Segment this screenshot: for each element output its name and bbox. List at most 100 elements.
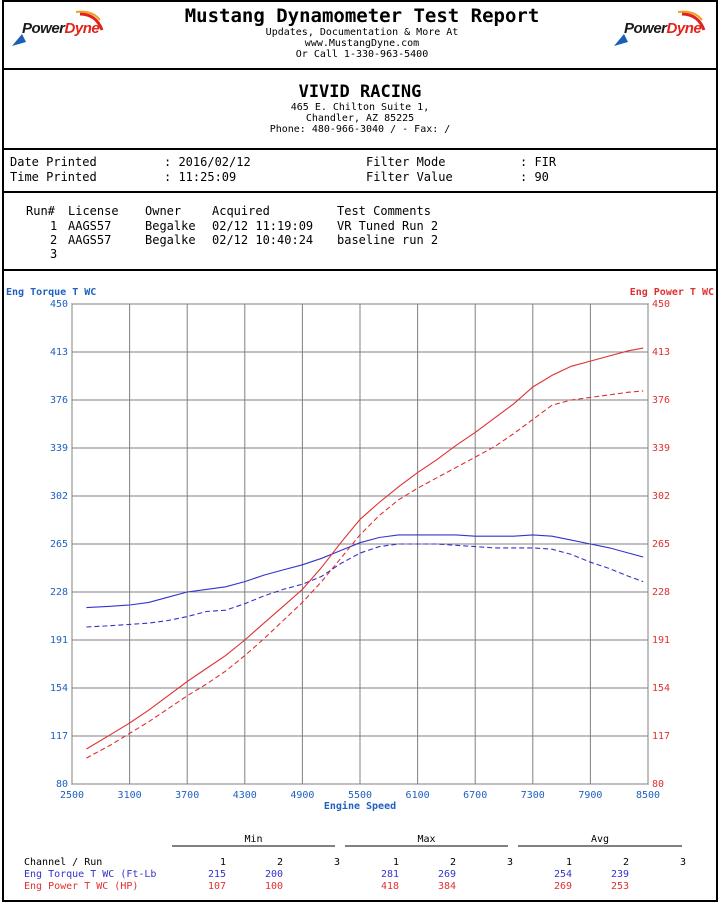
power-run-1-line bbox=[86, 347, 644, 750]
filter-value-value: : 90 bbox=[520, 170, 549, 184]
runs-header-run: Run# bbox=[26, 204, 55, 218]
time-printed-value: : 11:25:09 bbox=[164, 170, 237, 184]
runs-header-acquired: Acquired bbox=[212, 204, 270, 218]
x-tick-label: 6100 bbox=[406, 790, 430, 801]
time-printed-label: Time Printed bbox=[10, 170, 97, 184]
stats-channel-label: Eng Torque T WC (Ft-Lb bbox=[24, 869, 157, 880]
run-acquired: 02/12 11:19:09 bbox=[212, 219, 314, 233]
stats-value: 269 bbox=[437, 869, 456, 880]
torque-run-2-line bbox=[86, 543, 644, 628]
logo-swoosh-icon bbox=[614, 10, 706, 46]
y-left-tick-label: 376 bbox=[50, 395, 68, 406]
power-run-2-line bbox=[86, 390, 644, 759]
y-right-tick-label: 302 bbox=[652, 491, 670, 502]
y-right-tick-label: 154 bbox=[652, 683, 670, 694]
shop-address-1: 465 E. Chilton Suite 1, bbox=[290, 102, 430, 113]
filter-mode-label: Filter Mode bbox=[366, 155, 446, 169]
y-right-tick-label: 413 bbox=[652, 347, 670, 358]
header-line-1: Updates, Documentation & More At bbox=[265, 27, 459, 38]
stats-run-col-header: 1 bbox=[565, 857, 572, 868]
y-right-tick-label: 265 bbox=[652, 539, 670, 550]
run-acquired: 02/12 10:40:24 bbox=[212, 233, 314, 247]
y-axis-right-label: Eng Power T WC bbox=[630, 287, 714, 298]
y-left-tick-label: 413 bbox=[50, 347, 68, 358]
stats-run-col-header: 1 bbox=[392, 857, 399, 868]
runs-header-comments: Test Comments bbox=[337, 204, 431, 218]
runs-header-owner: Owner bbox=[145, 204, 182, 218]
x-tick-label: 5500 bbox=[348, 790, 372, 801]
powerdyne-logo-left: PowerDyne bbox=[10, 8, 110, 48]
x-tick-label: 7900 bbox=[578, 790, 602, 801]
run-license: AAGS57 bbox=[68, 219, 112, 233]
shop-address-2: Chandler, AZ 85225 bbox=[305, 113, 415, 124]
y-left-tick-label: 228 bbox=[50, 587, 68, 598]
stats-value: 200 bbox=[264, 869, 283, 880]
stats-run-col-header: 1 bbox=[219, 857, 226, 868]
stats-value: 215 bbox=[207, 869, 226, 880]
y-right-tick-label: 228 bbox=[652, 587, 670, 598]
header-line-3: Or Call 1-330-963-5400 bbox=[295, 49, 429, 60]
filter-mode-value: : FIR bbox=[520, 155, 557, 169]
y-right-tick-label: 80 bbox=[652, 779, 664, 790]
run-owner: Begalke bbox=[145, 219, 196, 233]
run-number: 3 bbox=[50, 247, 58, 261]
stats-run-col-header: 3 bbox=[506, 857, 513, 868]
runs-header-license: License bbox=[68, 204, 119, 218]
powerdyne-logo-right: PowerDyne bbox=[612, 8, 712, 48]
stats-value: 254 bbox=[553, 869, 572, 880]
logo-wordmark: PowerDyne bbox=[624, 20, 702, 37]
stats-run-col-header: 3 bbox=[679, 857, 686, 868]
y-left-tick-label: 339 bbox=[50, 443, 68, 454]
run-license: AAGS57 bbox=[68, 233, 112, 247]
torque-run-1-line bbox=[86, 534, 644, 609]
stats-channel-label: Eng Power T WC (HP) bbox=[24, 881, 139, 892]
y-right-tick-label: 376 bbox=[652, 395, 670, 406]
print-info: Date Printed : 2016/02/12 Time Printed :… bbox=[2, 148, 718, 193]
run-number: 1 bbox=[50, 219, 58, 233]
x-tick-label: 6700 bbox=[463, 790, 487, 801]
stats-value: 253 bbox=[610, 881, 629, 892]
stats-run-col-header: 3 bbox=[333, 857, 340, 868]
x-axis-label: Engine Speed bbox=[324, 800, 396, 812]
chart-series bbox=[86, 347, 644, 759]
x-tick-label: 8500 bbox=[636, 790, 660, 801]
stats-group-max: Max bbox=[417, 834, 436, 845]
stats-group-avg: Avg bbox=[590, 834, 610, 845]
stats-value: 107 bbox=[207, 881, 226, 892]
shop-phone: Phone: 480-966-3040 / - Fax: / bbox=[269, 124, 451, 135]
header-line-2: www.MustangDyne.com bbox=[304, 38, 420, 49]
chart-axes: 2500 3100 3700 4300 4900 5500 6100 6700 7300 7900… bbox=[50, 299, 670, 801]
filter-value-label: Filter Value bbox=[366, 170, 453, 184]
run-owner: Begalke bbox=[145, 233, 196, 247]
y-right-tick-label: 450 bbox=[652, 299, 670, 310]
chart-grid bbox=[71, 303, 649, 785]
y-axis-left-label: Eng Torque T WC bbox=[6, 287, 96, 298]
y-left-tick-label: 302 bbox=[50, 491, 68, 502]
y-left-tick-label: 117 bbox=[50, 731, 68, 742]
stats-run-col-header: 2 bbox=[449, 857, 456, 868]
y-left-tick-label: 265 bbox=[50, 539, 68, 550]
stats-value: 100 bbox=[264, 881, 283, 892]
y-right-tick-label: 339 bbox=[652, 443, 670, 454]
stats-run-col-header: 2 bbox=[622, 857, 629, 868]
stats-value: 281 bbox=[380, 869, 399, 880]
stats-value: 418 bbox=[380, 881, 399, 892]
y-right-tick-label: 117 bbox=[652, 731, 670, 742]
x-tick-label: 3700 bbox=[175, 790, 199, 801]
y-left-tick-label: 450 bbox=[50, 299, 68, 310]
logo-wordmark: PowerDyne bbox=[22, 20, 100, 37]
run-comment: baseline run 2 bbox=[337, 233, 439, 247]
run-comment: VR Tuned Run 2 bbox=[337, 219, 439, 233]
x-tick-label: 2500 bbox=[60, 790, 84, 801]
x-tick-label: 4900 bbox=[290, 790, 314, 801]
x-tick-label: 7300 bbox=[521, 790, 545, 801]
logo-swoosh-icon bbox=[12, 10, 104, 46]
x-tick-label: 4300 bbox=[233, 790, 257, 801]
run-number: 2 bbox=[50, 233, 58, 247]
y-right-tick-label: 191 bbox=[652, 635, 670, 646]
stats-channel-header: Channel / Run bbox=[24, 857, 103, 868]
stats-value: 239 bbox=[610, 869, 629, 880]
stats-group-rules bbox=[172, 845, 682, 847]
report-title: Mustang Dynamometer Test Report bbox=[184, 5, 540, 27]
